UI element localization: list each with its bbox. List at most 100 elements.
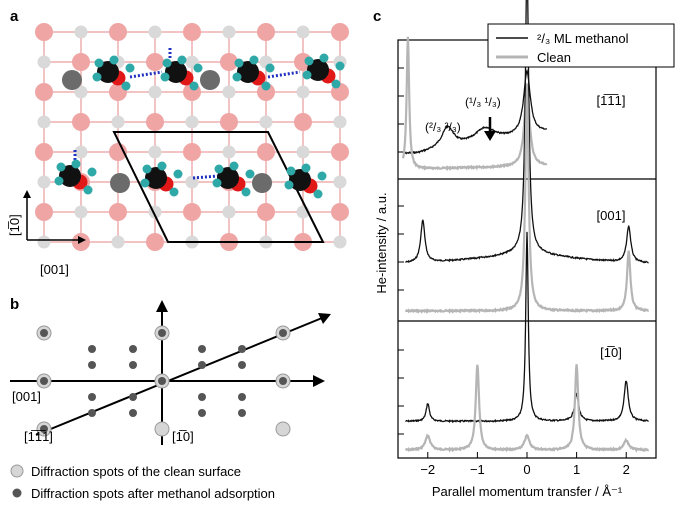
hydrogen-atom [245, 169, 255, 179]
oxygen-lattice-atom [294, 113, 312, 131]
methanol-spot [238, 361, 246, 369]
hydrogen-atom [249, 55, 259, 65]
methanol-spot [238, 345, 246, 353]
metal-lattice-atom [37, 55, 51, 69]
methanol-spot [129, 361, 137, 369]
oxygen-lattice-atom [331, 23, 349, 41]
metal-lattice-atom [259, 115, 273, 129]
axis-1m10-label: [1̅0] [7, 214, 22, 236]
metal-lattice-atom [74, 145, 88, 159]
label-1m10: [1̅0] [172, 429, 194, 444]
x-tick-label: 0 [523, 462, 530, 477]
panel-a-structure [35, 23, 349, 251]
methanol-spot [88, 345, 96, 353]
hydrogen-atom [212, 178, 222, 188]
metal-lattice-atom [296, 25, 310, 39]
oxygen-lattice-atom [183, 143, 201, 161]
methanol-molecule [160, 55, 203, 91]
hydrogen-atom [109, 55, 119, 65]
hydrogen-atom [304, 56, 314, 66]
metal-atom [110, 173, 130, 193]
carbon-atom [217, 167, 239, 189]
oxygen-lattice-atom [331, 203, 349, 221]
legend-clean-label: Diffraction spots of the clean surface [31, 464, 241, 479]
oxygen-lattice-atom [146, 113, 164, 131]
methanol-molecule [212, 161, 255, 197]
methanol-spot [238, 393, 246, 401]
subpanel-3-direction: [1̅0] [600, 345, 622, 360]
metal-lattice-atom [296, 145, 310, 159]
metal-lattice-atom [148, 25, 162, 39]
oxygen-lattice-atom [257, 83, 275, 101]
hydrogen-atom [94, 58, 104, 68]
metal-lattice-atom [296, 85, 310, 99]
methanol-molecule [54, 159, 97, 195]
metal-lattice-atom [111, 115, 125, 129]
carbon-atom [237, 61, 259, 83]
hydrogen-atom [173, 169, 183, 179]
methanol-spot [158, 329, 166, 337]
annotation-two-thirds: (²/₃ ²/₃) [425, 120, 461, 134]
hydrogen-atom [241, 187, 251, 197]
oxygen-lattice-atom [35, 143, 53, 161]
panel-c-label: c [373, 8, 381, 25]
carbon-atom [97, 61, 119, 83]
arrow-1m11 [318, 313, 331, 324]
diffraction-spots [36, 325, 291, 437]
hydrogen-atom [319, 53, 329, 63]
oxygen-lattice-atom [331, 143, 349, 161]
metal-lattice-atom [333, 235, 347, 249]
spectra-curves [401, 0, 650, 453]
carbon-atom [289, 169, 311, 191]
metal-lattice-atom [148, 85, 162, 99]
oxygen-lattice-atom [109, 23, 127, 41]
annotation-one-third: (¹/₃ ¹/₃) [465, 95, 501, 109]
legend-clean-text: Clean [537, 50, 571, 65]
carbon-atom [307, 59, 329, 81]
metal-lattice-atom [74, 85, 88, 99]
carbon-atom [59, 165, 81, 187]
hydrogen-atom [261, 81, 271, 91]
oxygen-lattice-atom [220, 113, 238, 131]
curve-methanol-001 [405, 0, 649, 264]
panel-a-axes: [1̅0] [001] [7, 190, 86, 277]
subpanel-2-direction: [001] [597, 208, 626, 223]
methanol-spot [88, 409, 96, 417]
clean-spot [154, 421, 170, 437]
panel-b-label: b [10, 296, 19, 313]
hydrogen-atom [140, 178, 150, 188]
metal-atom [252, 173, 272, 193]
chart-legend-box [487, 23, 675, 68]
metal-lattice-atom [222, 205, 236, 219]
oxygen-lattice-atom [146, 233, 164, 251]
x-tick-label: 1 [573, 462, 580, 477]
metal-lattice-atom [37, 175, 51, 189]
y-axis-label: He-intensity / a.u. [374, 192, 389, 293]
oxygen-lattice-atom [257, 203, 275, 221]
hydrogen-atom [214, 164, 224, 174]
hydrogen-atom [232, 72, 242, 82]
hydrogen-atom [286, 166, 296, 176]
hydrogen-atom [301, 163, 311, 173]
hydrogen-atom [125, 63, 135, 73]
x-tick-label: −2 [420, 462, 435, 477]
annotation-arrow-head [484, 131, 496, 141]
hydrogen-atom [265, 63, 275, 73]
oxygen-lattice-atom [72, 113, 90, 131]
hydrogen-atom [335, 61, 345, 71]
label-1m11: [1̅1̅1] [24, 429, 53, 444]
metal-lattice-atom [74, 205, 88, 219]
y-ticks [398, 67, 404, 435]
oxygen-lattice-atom [35, 203, 53, 221]
methanol-spot [279, 377, 287, 385]
methanol-molecule [92, 55, 135, 91]
hydrogen-atom [54, 176, 64, 186]
hydrogen-atom [157, 161, 167, 171]
methanol-spot [198, 393, 206, 401]
methanol-spot [279, 329, 287, 337]
metal-lattice-atom [74, 25, 88, 39]
x-axis-label: Parallel momentum transfer / Å⁻¹ [432, 484, 623, 499]
hydrogen-atom [317, 171, 327, 181]
metal-lattice-atom [185, 175, 199, 189]
